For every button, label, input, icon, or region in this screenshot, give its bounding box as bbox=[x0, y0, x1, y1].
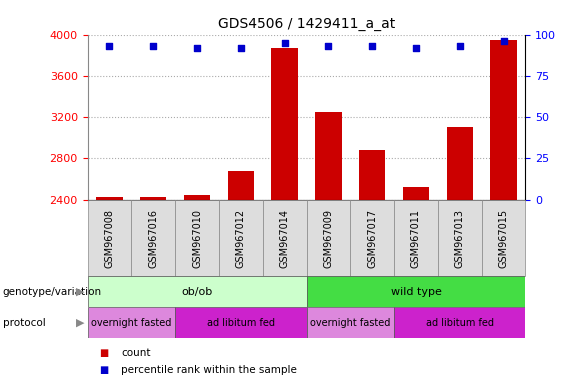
Text: GSM967016: GSM967016 bbox=[148, 209, 158, 268]
Text: count: count bbox=[121, 348, 151, 358]
Text: GSM967011: GSM967011 bbox=[411, 209, 421, 268]
Text: ▶: ▶ bbox=[76, 287, 85, 297]
Text: GSM967012: GSM967012 bbox=[236, 209, 246, 268]
Bar bbox=[306, 200, 350, 276]
Bar bbox=[175, 200, 219, 276]
Text: protocol: protocol bbox=[3, 318, 46, 328]
Bar bbox=[446, 127, 473, 200]
Text: GSM967017: GSM967017 bbox=[367, 209, 377, 268]
Text: overnight fasted: overnight fasted bbox=[91, 318, 172, 328]
Text: GSM967008: GSM967008 bbox=[105, 209, 115, 268]
Bar bbox=[359, 150, 385, 200]
Bar bbox=[219, 200, 263, 276]
Point bbox=[411, 45, 420, 51]
Bar bbox=[96, 197, 123, 200]
Text: GSM967009: GSM967009 bbox=[323, 209, 333, 268]
Point bbox=[368, 43, 377, 49]
Bar bbox=[394, 200, 438, 276]
Point bbox=[455, 43, 464, 49]
Bar bbox=[306, 276, 525, 307]
Text: GSM967013: GSM967013 bbox=[455, 209, 465, 268]
Bar bbox=[263, 200, 306, 276]
Bar bbox=[88, 200, 131, 276]
Bar bbox=[306, 307, 394, 338]
Text: ad libitum fed: ad libitum fed bbox=[207, 318, 275, 328]
Text: GSM967010: GSM967010 bbox=[192, 209, 202, 268]
Text: ob/ob: ob/ob bbox=[181, 287, 212, 297]
Bar bbox=[175, 307, 306, 338]
Bar bbox=[315, 112, 341, 200]
Bar bbox=[403, 187, 429, 200]
Bar bbox=[350, 200, 394, 276]
Text: GSM967014: GSM967014 bbox=[280, 209, 290, 268]
Point bbox=[499, 38, 508, 44]
Point bbox=[149, 43, 158, 49]
Text: wild type: wild type bbox=[390, 287, 441, 297]
Point bbox=[105, 43, 114, 49]
Text: genotype/variation: genotype/variation bbox=[3, 287, 102, 297]
Point bbox=[280, 40, 289, 46]
Text: ■: ■ bbox=[99, 364, 108, 375]
Text: percentile rank within the sample: percentile rank within the sample bbox=[121, 364, 297, 375]
Bar bbox=[88, 276, 306, 307]
Title: GDS4506 / 1429411_a_at: GDS4506 / 1429411_a_at bbox=[218, 17, 395, 31]
Bar bbox=[394, 307, 525, 338]
Bar bbox=[271, 48, 298, 200]
Bar bbox=[438, 200, 481, 276]
Bar bbox=[490, 40, 516, 200]
Text: overnight fasted: overnight fasted bbox=[310, 318, 390, 328]
Bar bbox=[481, 200, 525, 276]
Point bbox=[193, 45, 202, 51]
Bar bbox=[88, 307, 175, 338]
Bar bbox=[140, 197, 166, 200]
Point bbox=[236, 45, 245, 51]
Point bbox=[324, 43, 333, 49]
Text: ▶: ▶ bbox=[76, 318, 85, 328]
Bar bbox=[228, 171, 254, 200]
Text: ■: ■ bbox=[99, 348, 108, 358]
Bar bbox=[131, 200, 175, 276]
Text: ad libitum fed: ad libitum fed bbox=[426, 318, 494, 328]
Bar bbox=[184, 195, 210, 200]
Text: GSM967015: GSM967015 bbox=[498, 209, 508, 268]
